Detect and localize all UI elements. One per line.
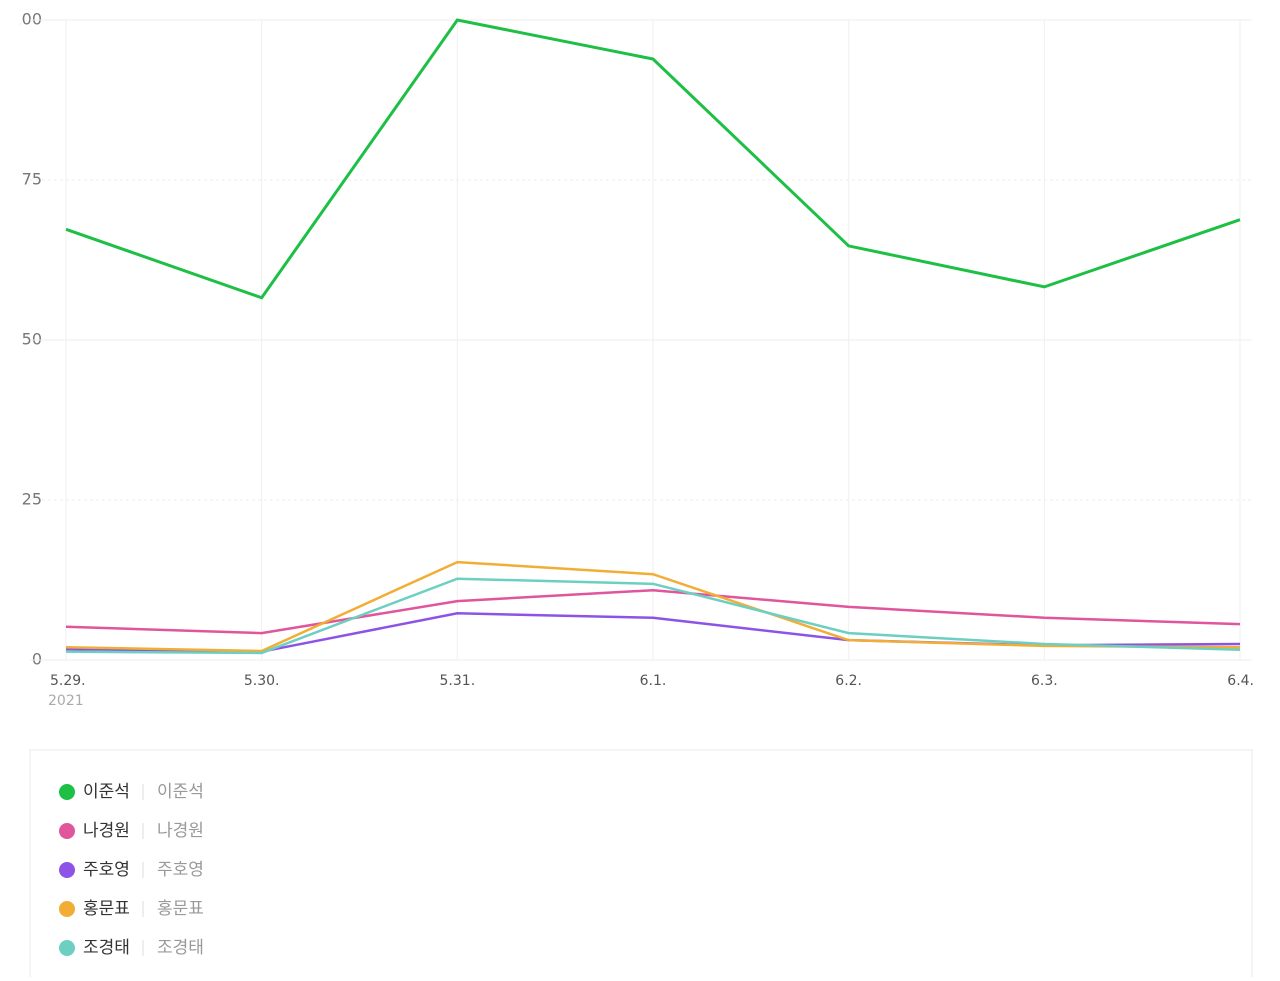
- legend-marker: [59, 823, 75, 839]
- legend-marker: [59, 901, 75, 917]
- x-tick-label: 6.1.: [640, 673, 667, 689]
- legend-sub-label: 나경원: [157, 821, 204, 841]
- legend-sub-label: 홍문표: [157, 899, 204, 919]
- legend-sub-label: 조경태: [157, 938, 204, 958]
- series-line: [65, 18, 1241, 300]
- x-tick-label: 6.4.: [1227, 673, 1254, 689]
- x-tick-label: 5.31.: [440, 673, 476, 689]
- y-tick-label: 25: [22, 490, 42, 509]
- legend-sub-label: 주호영: [157, 860, 204, 880]
- x-tick-label: 6.3.: [1031, 673, 1058, 689]
- legend-box: [29, 749, 1253, 981]
- legend-marker: [59, 784, 75, 800]
- y-tick-labels: 0 25 50 75 100: [11, 10, 42, 669]
- y-tick-label: 50: [22, 330, 42, 349]
- annotation: 2021: [48, 693, 84, 709]
- legend-label: 조경태: [83, 938, 130, 958]
- legend-label: 이준석: [83, 782, 130, 802]
- x-tick-label: 6.2.: [835, 673, 862, 689]
- legend-marker: [59, 940, 75, 956]
- y-tick-label: 75: [22, 170, 42, 189]
- x-tick-label: 5.29.: [50, 673, 86, 689]
- legend-label: 홍문표: [83, 899, 130, 919]
- y-tick-label: 100: [11, 10, 42, 29]
- x-tick-label: 5.30.: [244, 673, 280, 689]
- series-line: [65, 588, 1241, 635]
- series-line: [65, 577, 1241, 655]
- legend-sub-label: 이준석: [157, 782, 204, 802]
- legend-label: 주호영: [83, 860, 130, 880]
- y-tick-label: 0: [32, 650, 42, 669]
- series-line: [65, 560, 1241, 653]
- legend-marker: [59, 862, 75, 878]
- legend-label: 나경원: [83, 821, 130, 841]
